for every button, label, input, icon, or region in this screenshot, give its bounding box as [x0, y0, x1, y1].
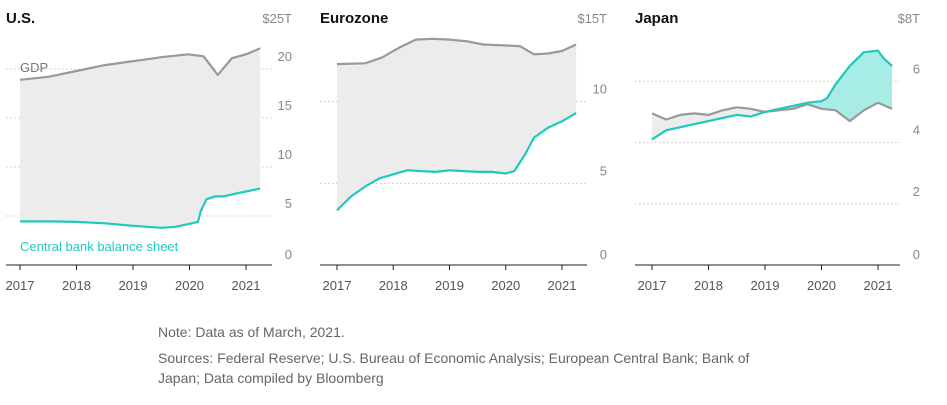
gdp-line: [19, 47, 261, 81]
y-tick-label-zero: 0: [600, 247, 607, 262]
x-tick-label: 2021: [864, 278, 893, 293]
y-tick-label: 6: [913, 61, 920, 76]
balance-above-gdp-area: [652, 50, 893, 122]
balance-sheet-line: [336, 112, 577, 212]
x-tick-label: 2020: [491, 278, 520, 293]
y-tick-label: 5: [600, 163, 607, 178]
y-tick-label: 10: [278, 147, 292, 162]
x-tick-label: 2018: [62, 278, 91, 293]
gdp-line: [336, 37, 577, 66]
y-tick-label: 10: [593, 82, 607, 97]
y-tick-label: 15: [278, 98, 292, 113]
gap-area: [652, 102, 893, 140]
balance-sheet-line: [20, 187, 261, 229]
chart-unit-label: $25T: [262, 11, 292, 26]
chart-unit-label: $8T: [898, 11, 920, 26]
y-tick-label-zero: 0: [285, 247, 292, 262]
y-tick-label-zero: 0: [913, 247, 920, 262]
gap-area: [337, 38, 577, 211]
footnote-sources-line1: Sources: Federal Reserve; U.S. Bureau of…: [158, 350, 750, 366]
x-tick-label: 2017: [6, 278, 35, 293]
chart-title: Eurozone: [320, 10, 388, 27]
y-tick-label: 4: [913, 123, 920, 138]
balance-sheet-line: [651, 49, 893, 141]
chart-title: Japan: [635, 10, 678, 27]
x-tick-label: 2017: [638, 278, 667, 293]
x-tick-label: 2019: [435, 278, 464, 293]
balance-sheet-annotation: Central bank balance sheet: [20, 239, 179, 254]
x-tick-label: 2020: [807, 278, 836, 293]
x-tick-label: 2020: [175, 278, 204, 293]
x-tick-label: 2017: [323, 278, 352, 293]
chart-unit-label: $15T: [577, 11, 607, 26]
y-tick-label: 2: [913, 184, 920, 199]
y-tick-label: 5: [285, 196, 292, 211]
x-tick-label: 2021: [232, 278, 261, 293]
footnote-note: Note: Data as of March, 2021.: [158, 324, 345, 340]
gap-area: [20, 48, 261, 228]
x-tick-label: 2019: [751, 278, 780, 293]
chart-title: U.S.: [6, 10, 35, 27]
x-tick-label: 2018: [379, 278, 408, 293]
footnote-sources-line2: Japan; Data compiled by Bloomberg: [158, 370, 384, 386]
y-tick-label: 20: [278, 49, 292, 64]
x-tick-label: 2018: [694, 278, 723, 293]
x-tick-label: 2019: [119, 278, 148, 293]
gdp-annotation: GDP: [20, 60, 48, 75]
x-tick-label: 2021: [548, 278, 577, 293]
